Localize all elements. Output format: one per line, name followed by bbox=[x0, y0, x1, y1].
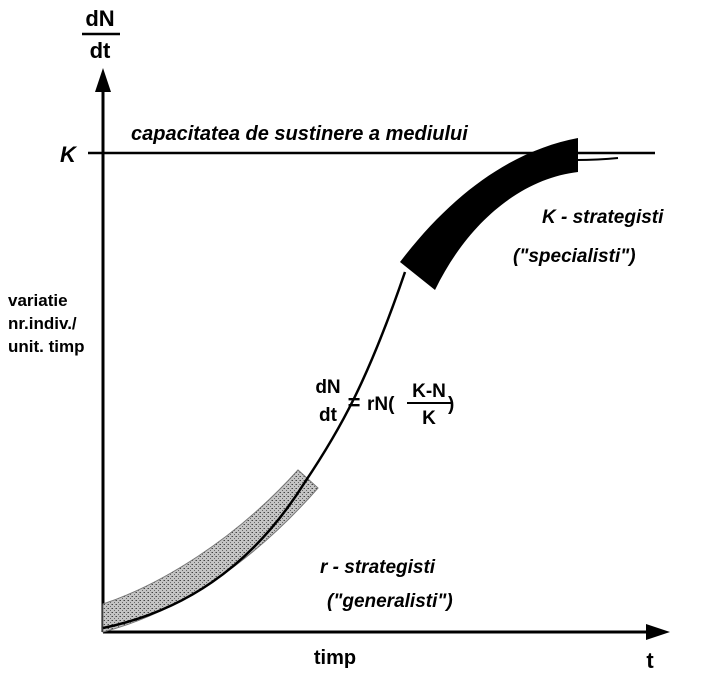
capacity-line-label: capacitatea de sustinere a mediului bbox=[131, 123, 468, 145]
x-axis-label: timp bbox=[314, 647, 356, 669]
equation-equals: = bbox=[348, 390, 361, 415]
y-axis-arrowhead bbox=[95, 68, 111, 92]
k-strategists-subtitle: ("specialisti") bbox=[513, 246, 636, 267]
curve-tail bbox=[575, 157, 619, 161]
k-mark: K bbox=[60, 142, 78, 167]
x-axis-end-label: t bbox=[646, 648, 654, 673]
y-axis-label-top: dN bbox=[85, 6, 114, 31]
k-strategist-band bbox=[400, 138, 578, 290]
r-strategist-band bbox=[102, 469, 319, 633]
equation-lhs-top: dN bbox=[315, 377, 340, 398]
k-strategists-title: K - strategisti bbox=[542, 207, 664, 228]
equation-fraction-top: K-N bbox=[412, 381, 446, 402]
logistic-curve bbox=[102, 271, 407, 630]
r-strategists-subtitle: ("generalisti") bbox=[327, 591, 453, 612]
y-axis-label-bottom: dt bbox=[90, 38, 111, 63]
equation-suffix: ) bbox=[448, 394, 454, 415]
y-description-line-2: nr.indiv./ bbox=[8, 314, 77, 333]
equation-prefix: rN( bbox=[367, 394, 395, 415]
y-description-line-3: unit. timp bbox=[8, 337, 84, 356]
equation-lhs-bottom: dt bbox=[319, 405, 338, 426]
r-strategists-title: r - strategisti bbox=[320, 557, 436, 578]
y-description-line-1: variatie bbox=[8, 291, 68, 310]
equation-fraction-bottom: K bbox=[422, 408, 436, 429]
x-axis-arrowhead bbox=[646, 624, 670, 640]
